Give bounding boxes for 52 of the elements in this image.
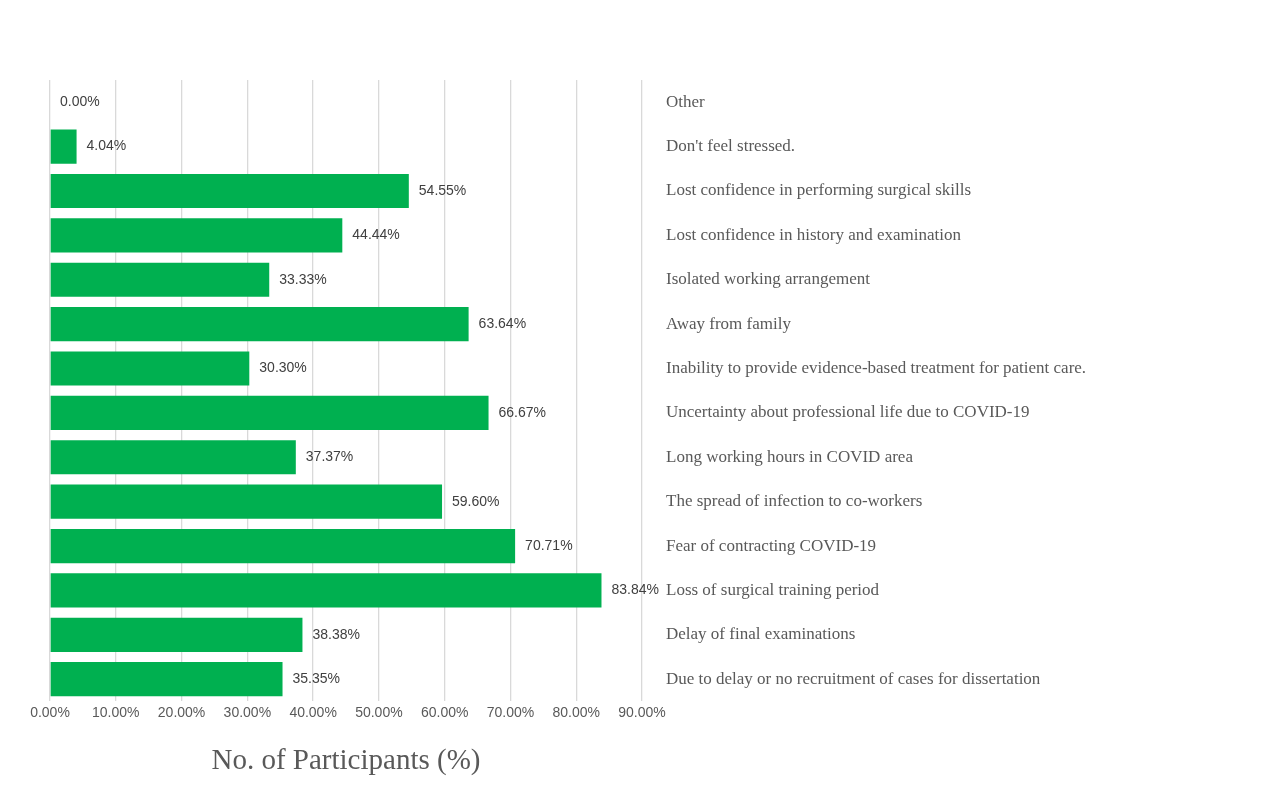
- data-label: 66.67%: [498, 403, 547, 420]
- x-tick-label: 0.00%: [30, 703, 70, 720]
- data-label: 70.71%: [525, 536, 573, 553]
- y-tick-label: Lost confidence in history and examination: [666, 224, 962, 244]
- y-tick-label: Due to delay or no recruitment of cases for dissertation: [666, 668, 1041, 688]
- y-tick-label: Don't feel stressed.: [666, 136, 796, 156]
- y-tick-label: The spread of infection to co-workers: [666, 491, 923, 511]
- y-tick-label: Delay of final examinations: [666, 624, 856, 644]
- data-label: 33.33%: [279, 270, 327, 287]
- y-tick-label: Lost confidence in performing surgical skills: [666, 180, 972, 200]
- data-label: 59.60%: [452, 492, 500, 509]
- x-tick-label: 90.00%: [618, 703, 666, 720]
- x-tick-label: 70.00%: [486, 703, 535, 720]
- bar: [50, 440, 296, 475]
- bar: [50, 662, 283, 697]
- data-label: 30.30%: [259, 359, 307, 376]
- x-tick-label: 10.00%: [92, 703, 140, 720]
- y-tick-label: Long working hours in COVID area: [666, 446, 914, 466]
- y-tick-label: Isolated working arrangement: [666, 269, 871, 289]
- bar: [50, 617, 303, 652]
- data-label: 83.84%: [611, 581, 659, 598]
- bar: [50, 395, 489, 430]
- bar: [50, 307, 469, 342]
- x-tick-label: 40.00%: [289, 703, 337, 720]
- y-tick-label: Uncertainty about professional life due to COVID-19: [666, 402, 1030, 422]
- y-tick-label: Inability to provide evidence-based treatment for patient care.: [666, 357, 1087, 377]
- bar: [50, 573, 602, 608]
- bar: [50, 129, 77, 164]
- bar: [50, 484, 443, 519]
- y-tick-label: Fear of contracting COVID-19: [666, 535, 877, 555]
- bar: [50, 351, 250, 386]
- data-label: 44.44%: [352, 226, 400, 243]
- x-tick-label: 60.00%: [420, 703, 469, 720]
- x-axis-title: No. of Participants (%): [211, 743, 481, 777]
- data-label: 0.00%: [60, 93, 100, 110]
- bar: [50, 528, 516, 564]
- x-tick-label: 50.00%: [355, 703, 403, 720]
- data-label: 4.04%: [86, 137, 127, 154]
- data-label: 63.64%: [478, 314, 527, 331]
- y-tick-label: Away from family: [666, 313, 792, 333]
- bar: [50, 173, 409, 209]
- y-tick-label: Other: [666, 91, 706, 111]
- data-label: 54.55%: [418, 181, 467, 198]
- data-label: 38.38%: [312, 625, 360, 642]
- x-tick-label: 80.00%: [552, 703, 600, 720]
- bar: [50, 218, 343, 253]
- y-tick-label: Loss of surgical training period: [666, 579, 880, 599]
- x-tick-label: 20.00%: [157, 703, 206, 720]
- bar: [50, 262, 270, 297]
- data-label: 35.35%: [292, 670, 341, 687]
- data-label: 37.37%: [305, 448, 354, 465]
- x-tick-label: 30.00%: [223, 703, 272, 720]
